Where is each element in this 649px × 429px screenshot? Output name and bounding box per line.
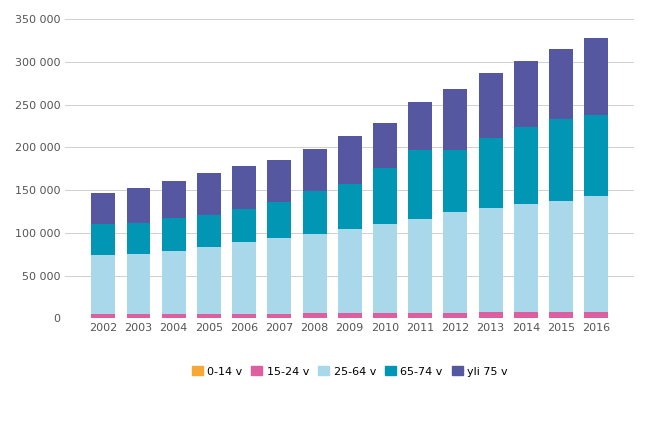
Bar <box>127 223 151 254</box>
Bar <box>127 317 151 318</box>
Bar <box>267 239 291 314</box>
Bar <box>162 218 186 251</box>
Bar <box>373 124 397 168</box>
Bar <box>197 247 221 314</box>
Bar <box>337 313 361 317</box>
Bar <box>337 317 361 318</box>
Legend: 0-14 v, 15-24 v, 25-64 v, 65-74 v, yli 75 v: 0-14 v, 15-24 v, 25-64 v, 65-74 v, yli 7… <box>188 363 511 380</box>
Bar <box>514 127 538 204</box>
Bar <box>584 311 608 317</box>
Bar <box>373 224 397 313</box>
Bar <box>127 188 151 223</box>
Bar <box>584 196 608 311</box>
Bar <box>478 312 502 317</box>
Bar <box>267 317 291 318</box>
Bar <box>443 212 467 313</box>
Bar <box>162 314 186 317</box>
Bar <box>162 251 186 314</box>
Bar <box>337 136 361 184</box>
Bar <box>408 219 432 313</box>
Bar <box>92 224 116 255</box>
Bar <box>408 317 432 318</box>
Bar <box>92 314 116 317</box>
Bar <box>302 234 326 313</box>
Bar <box>373 317 397 318</box>
Bar <box>92 193 116 224</box>
Bar <box>584 115 608 196</box>
Bar <box>443 313 467 317</box>
Bar <box>232 317 256 318</box>
Bar <box>267 202 291 239</box>
Bar <box>549 49 573 120</box>
Bar <box>373 313 397 317</box>
Bar <box>232 209 256 242</box>
Bar <box>197 317 221 318</box>
Bar <box>584 38 608 115</box>
Bar <box>302 149 326 191</box>
Bar <box>478 208 502 312</box>
Bar <box>197 215 221 247</box>
Bar <box>302 191 326 234</box>
Bar <box>408 102 432 150</box>
Bar <box>514 317 538 318</box>
Bar <box>584 317 608 318</box>
Bar <box>514 312 538 317</box>
Bar <box>302 313 326 317</box>
Bar <box>267 160 291 202</box>
Bar <box>232 314 256 317</box>
Bar <box>443 317 467 318</box>
Bar <box>337 184 361 229</box>
Bar <box>408 150 432 219</box>
Bar <box>373 168 397 224</box>
Bar <box>478 73 502 138</box>
Bar <box>267 314 291 317</box>
Bar <box>127 314 151 317</box>
Bar <box>197 173 221 215</box>
Bar <box>549 317 573 318</box>
Bar <box>127 254 151 314</box>
Bar <box>549 120 573 201</box>
Bar <box>514 204 538 312</box>
Bar <box>408 313 432 317</box>
Bar <box>92 317 116 318</box>
Bar <box>514 61 538 127</box>
Bar <box>197 314 221 317</box>
Bar <box>232 242 256 314</box>
Bar <box>478 317 502 318</box>
Bar <box>92 255 116 314</box>
Bar <box>549 201 573 312</box>
Bar <box>478 138 502 208</box>
Bar <box>443 150 467 212</box>
Bar <box>162 317 186 318</box>
Bar <box>232 166 256 209</box>
Bar <box>337 229 361 313</box>
Bar <box>549 312 573 317</box>
Bar <box>302 317 326 318</box>
Bar <box>443 89 467 150</box>
Bar <box>162 181 186 218</box>
